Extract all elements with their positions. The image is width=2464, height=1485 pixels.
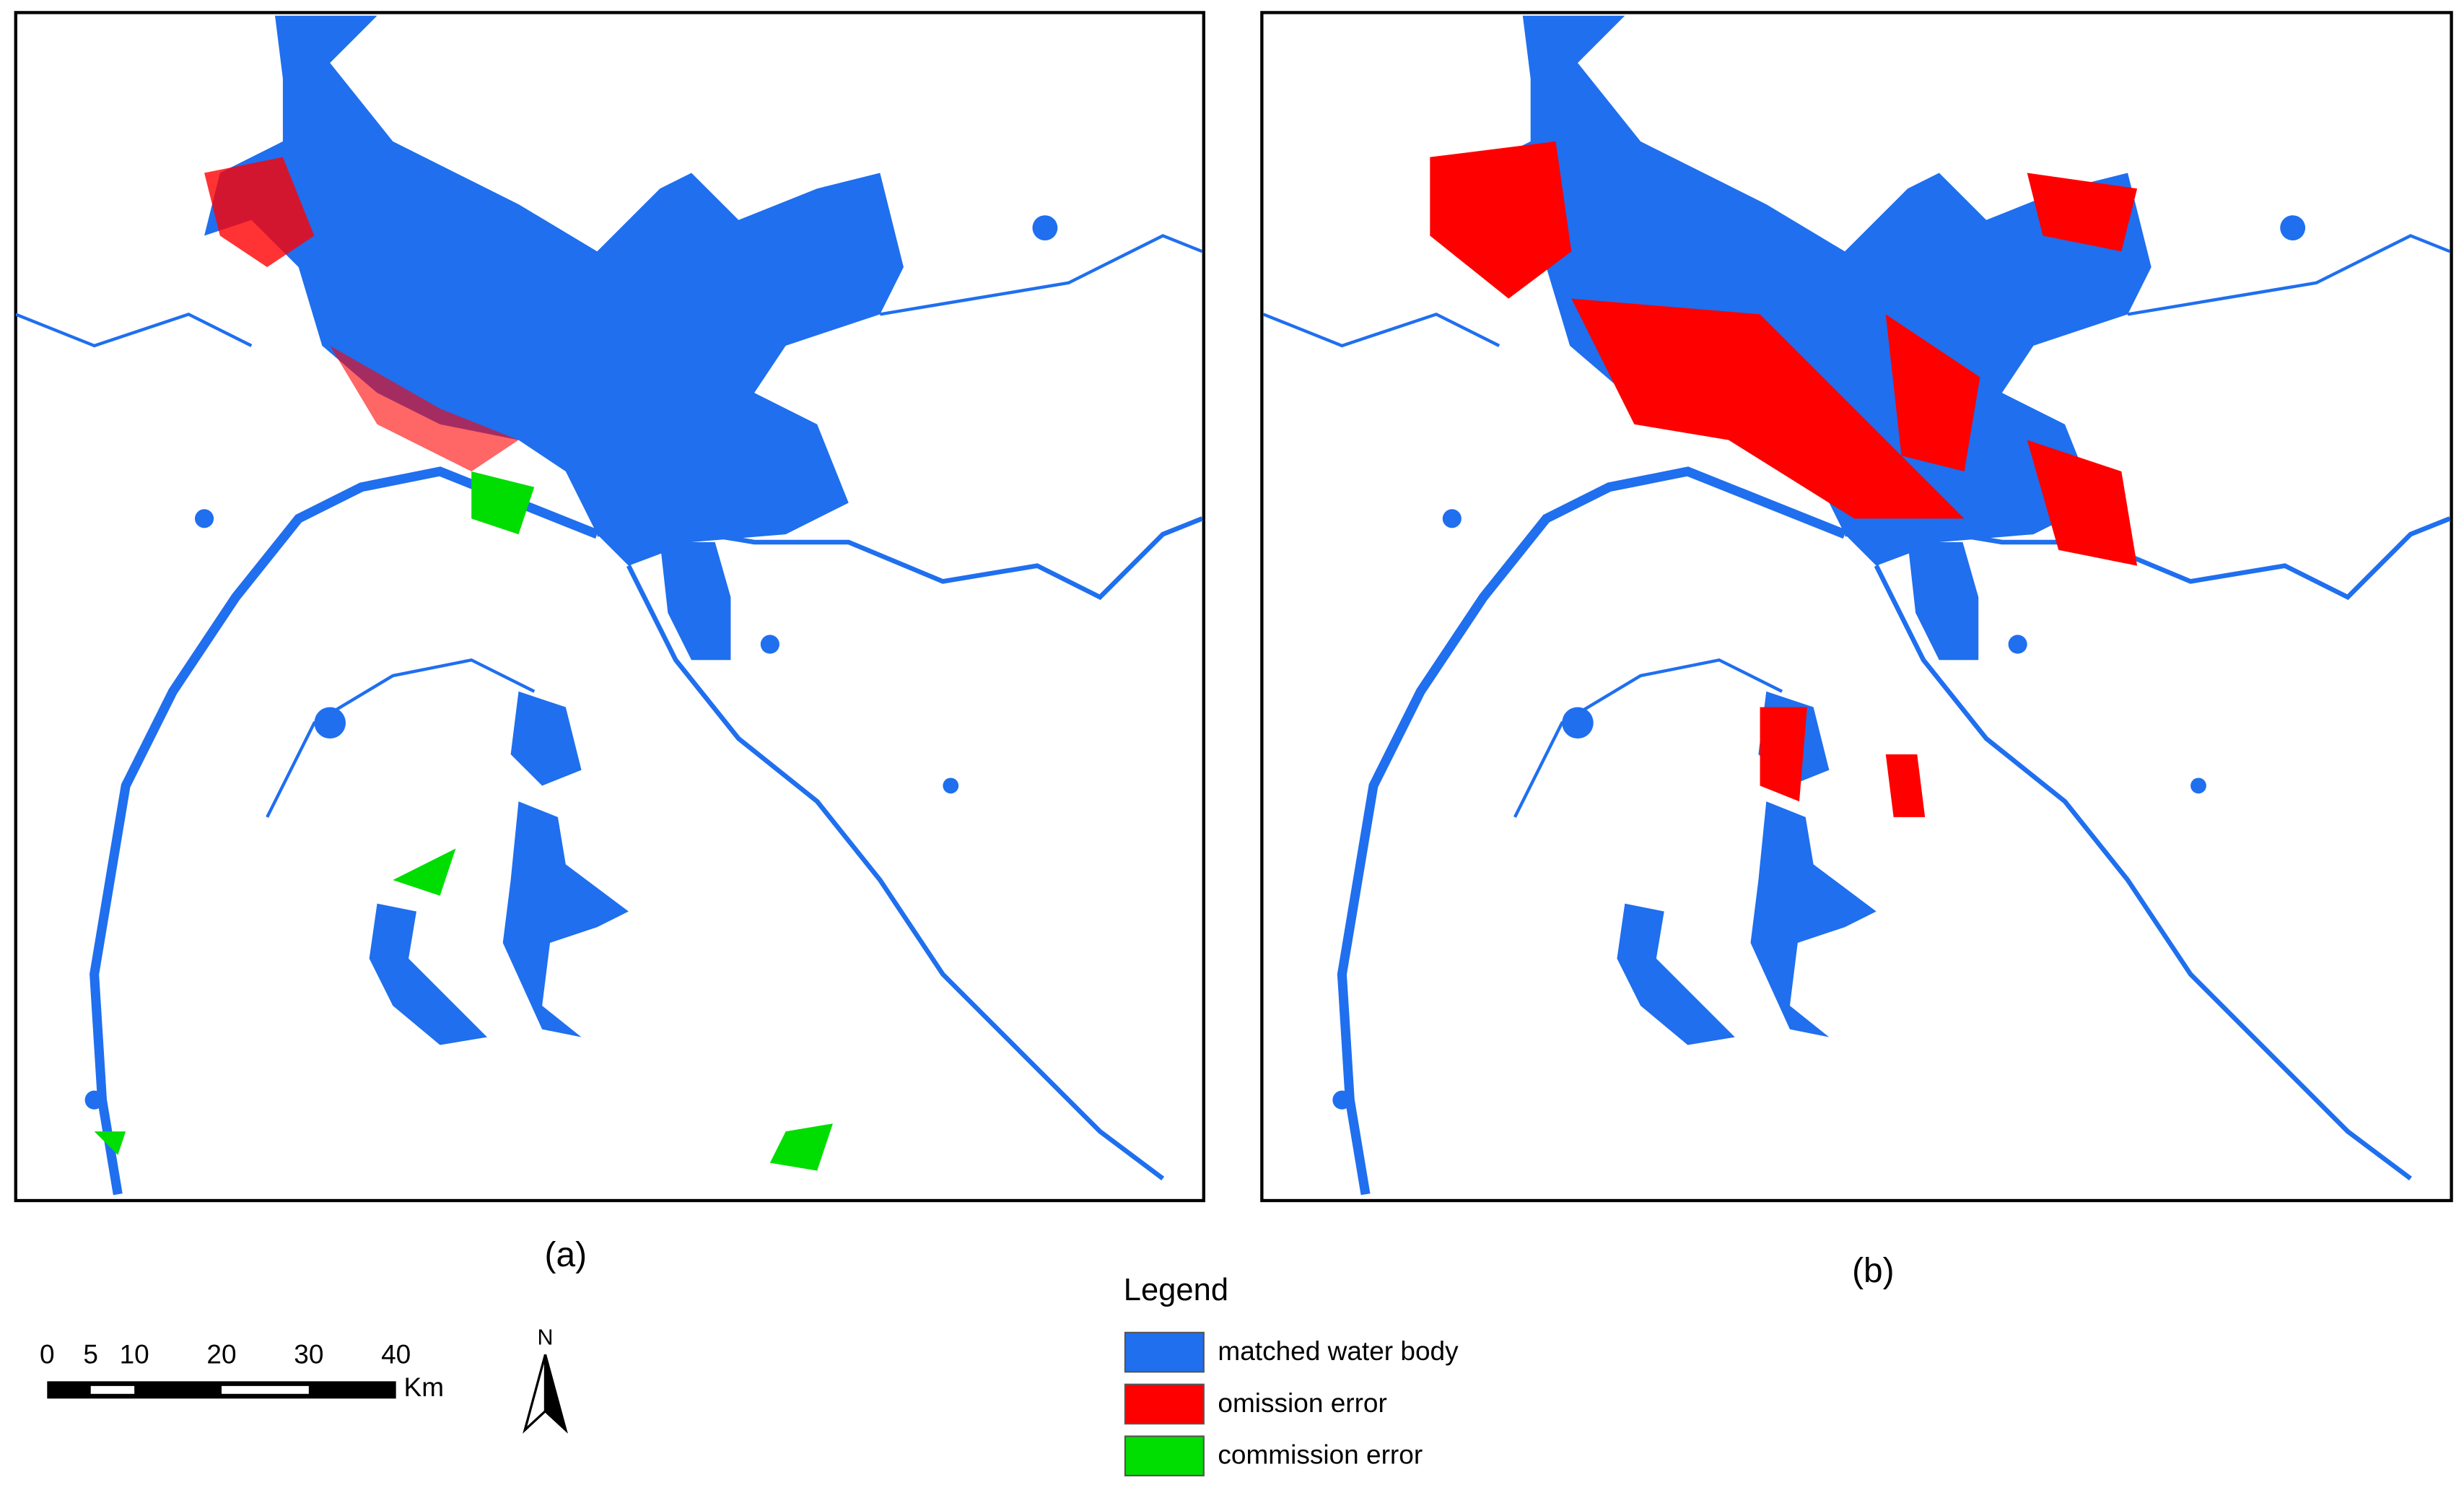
panel-label: (b) <box>1852 1252 1895 1290</box>
legend-swatch <box>1124 1383 1205 1425</box>
map-frame <box>14 11 1205 1203</box>
legend-label: matched water body <box>1218 1336 1459 1366</box>
scale-tick-label: 30 <box>294 1339 323 1369</box>
scale-tick-label: 0 <box>40 1339 55 1369</box>
scale-tick-label: 40 <box>381 1339 411 1369</box>
north-arrow-left <box>523 1354 547 1434</box>
legend-swatch <box>1124 1435 1205 1477</box>
north-arrow-right <box>543 1354 568 1434</box>
panel-label: (a) <box>545 1236 587 1274</box>
scale-tick-label: 5 <box>83 1339 98 1369</box>
map <box>1264 16 2450 1195</box>
panel-a: (a) <box>14 11 1205 1274</box>
map <box>16 16 1202 1195</box>
legend-label: omission error <box>1218 1388 1386 1418</box>
legend-label: commission error <box>1218 1440 1423 1470</box>
scale-unit: Km <box>404 1372 445 1402</box>
scale-bar-segment <box>221 1385 309 1394</box>
legend: Legend matched water body omission error c… <box>1124 1273 1459 1477</box>
panel-b: (b) <box>1260 11 2453 1290</box>
scale-tick-label: 10 <box>120 1339 149 1369</box>
legend-swatch <box>1124 1331 1205 1373</box>
legend-title: Legend <box>1124 1273 1228 1307</box>
scale-tick-label: 20 <box>206 1339 236 1369</box>
north-arrow: N <box>523 1325 568 1434</box>
scale-bar-segment <box>90 1385 135 1394</box>
north-label: N <box>538 1325 554 1350</box>
